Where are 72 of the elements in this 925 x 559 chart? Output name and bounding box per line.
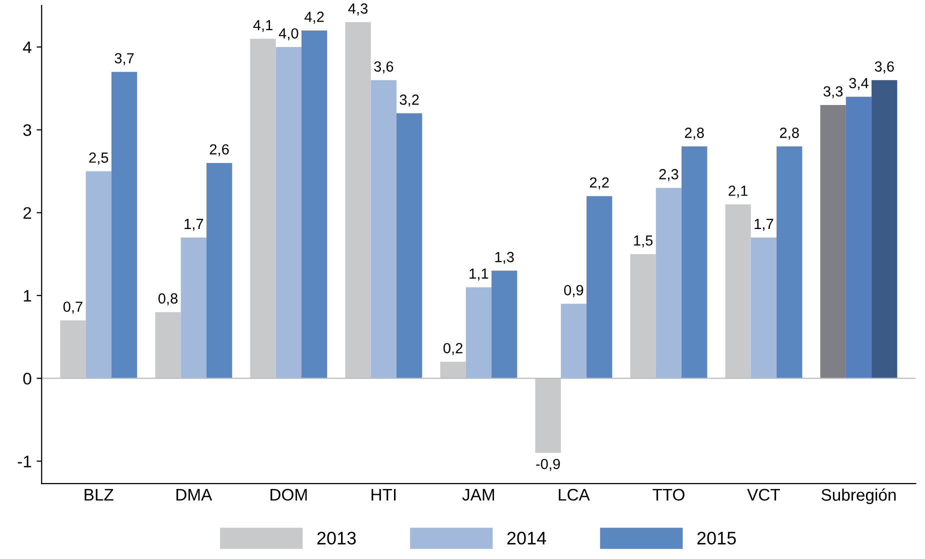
data-label: -0,9 xyxy=(536,458,560,471)
data-label: 0,8 xyxy=(158,293,178,306)
data-label: 2,8 xyxy=(684,128,704,140)
x-tick-label: LCA xyxy=(558,488,590,501)
data-label: 2,8 xyxy=(780,128,799,140)
bar xyxy=(682,146,708,378)
bar xyxy=(276,47,302,378)
bar xyxy=(656,188,682,378)
data-label: 0,9 xyxy=(564,285,584,298)
x-tick-label: JAM xyxy=(462,489,494,501)
bar xyxy=(846,96,872,378)
data-label: 2,1 xyxy=(728,186,748,198)
bar xyxy=(872,80,898,378)
bar xyxy=(586,196,612,378)
bar xyxy=(560,304,587,378)
bar xyxy=(440,362,466,378)
data-label: 2,6 xyxy=(210,144,229,156)
bar xyxy=(725,204,751,378)
data-label: 3,4 xyxy=(849,78,868,90)
data-label: 3,2 xyxy=(400,94,419,107)
bar xyxy=(155,312,181,378)
data-label: 1,3 xyxy=(495,252,514,264)
data-label: 3,6 xyxy=(374,61,394,74)
data-label: 4,1 xyxy=(253,20,272,32)
x-tick-label: TTO xyxy=(652,488,684,501)
data-label: 0,2 xyxy=(443,343,462,356)
data-label: 2,3 xyxy=(659,169,678,182)
data-label: 3,7 xyxy=(114,53,134,66)
legend-label: 2015 xyxy=(697,532,736,545)
bar xyxy=(60,320,86,378)
data-label: 1,7 xyxy=(754,218,774,231)
bar xyxy=(466,287,492,378)
x-tick-label: Subregión xyxy=(822,488,896,504)
bar xyxy=(492,270,518,378)
y-tick-label: 4 xyxy=(23,42,32,54)
bar xyxy=(820,104,846,378)
bar xyxy=(630,254,656,378)
data-label: 1,1 xyxy=(470,268,488,281)
x-tick-label: DOM xyxy=(270,488,307,501)
bar xyxy=(301,30,328,378)
data-label: 0,7 xyxy=(63,302,82,314)
data-label: 1,7 xyxy=(184,218,204,231)
x-tick-label: VCT xyxy=(747,488,780,501)
legend-label: 2014 xyxy=(507,532,546,545)
data-label: 2,2 xyxy=(590,177,609,190)
bar xyxy=(345,22,371,378)
bar xyxy=(250,38,276,378)
x-tick-label: DMA xyxy=(176,489,212,500)
data-label: 2,5 xyxy=(89,152,108,165)
x-tick-label: BLZ xyxy=(84,489,114,500)
data-label: 4,0 xyxy=(278,28,298,40)
bar xyxy=(776,146,802,378)
y-tick-label: 2 xyxy=(23,207,32,219)
y-tick-label: 0 xyxy=(23,372,32,385)
bar xyxy=(396,113,422,378)
bar xyxy=(180,238,206,378)
data-label: 3,6 xyxy=(874,61,894,74)
data-label: 3,3 xyxy=(824,86,843,98)
bar xyxy=(370,80,396,378)
bar xyxy=(750,238,777,378)
x-tick-label: HTI xyxy=(372,489,396,500)
bar xyxy=(206,162,232,378)
y-tick-label: 3 xyxy=(23,124,32,136)
bar xyxy=(111,72,138,378)
bar xyxy=(535,378,561,453)
data-label: 1,5 xyxy=(634,235,653,248)
y-tick-label: -1 xyxy=(18,456,32,468)
bar xyxy=(86,171,112,378)
data-label: 4,3 xyxy=(348,3,368,16)
data-label: 4,2 xyxy=(304,12,324,24)
legend-label: 2013 xyxy=(317,532,356,545)
y-tick-label: 1 xyxy=(24,290,32,302)
